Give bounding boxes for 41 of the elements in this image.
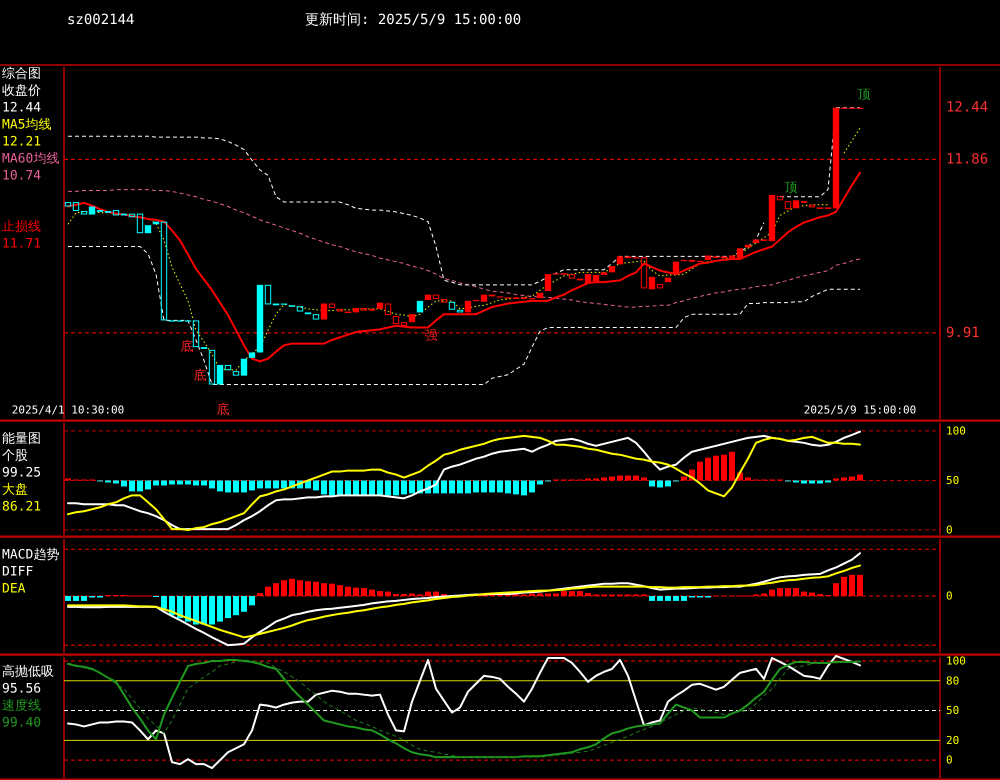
y-tick-label: 12.44 <box>946 100 988 116</box>
annotation: 强 <box>424 328 438 344</box>
text: DEA <box>2 582 26 596</box>
text: 11.71 <box>2 236 42 252</box>
y-tick-label: 9.91 <box>946 324 980 341</box>
y-tick-label: 0 <box>946 754 953 767</box>
y-tick-label: 50 <box>946 474 960 487</box>
text: 99.40 <box>2 716 42 730</box>
y-tick-label: 100 <box>946 654 966 668</box>
annotation: 底 <box>180 340 194 354</box>
x-tick-label: 2025/5/9 15:00:00 <box>804 404 916 416</box>
text: 12.21 <box>2 134 42 150</box>
y-tick-label: 80 <box>946 674 960 688</box>
text: 95.56 <box>2 682 42 696</box>
y-tick-label: 0 <box>946 524 953 537</box>
text: MA5均线 <box>2 118 52 132</box>
y-tick-label: 50 <box>946 704 960 718</box>
text: 12.44 <box>2 100 42 116</box>
text: 止损线 <box>2 220 41 234</box>
text: 更新时间: 2025/5/9 15:00:00 <box>305 12 522 28</box>
chart-title: 综合图 <box>2 66 41 82</box>
text: 99.25 <box>2 466 42 480</box>
text: 86.21 <box>2 500 42 514</box>
annotation: 顶 <box>858 88 870 102</box>
y-tick-label: 100 <box>946 424 966 438</box>
y-tick-label: 20 <box>946 734 960 747</box>
text: sz002144 <box>67 12 134 28</box>
annotation: 底 <box>194 368 206 384</box>
annotation: 底 <box>216 402 230 418</box>
annotation: 顶 <box>784 180 798 196</box>
y-tick-label: 11.86 <box>946 151 988 168</box>
chart-title: MACD趋势 <box>2 548 60 562</box>
text: 10.74 <box>2 168 42 184</box>
text: 速度线 <box>2 698 41 714</box>
text: MA60均线 <box>2 152 60 166</box>
text: DIFF <box>2 564 34 580</box>
text: 高抛低吸 <box>2 664 54 680</box>
y-axis-title: 收盘价 <box>2 84 41 98</box>
text: 大盘 <box>2 482 28 498</box>
text: 能量图 <box>2 432 41 446</box>
text: 个股 <box>2 448 28 464</box>
